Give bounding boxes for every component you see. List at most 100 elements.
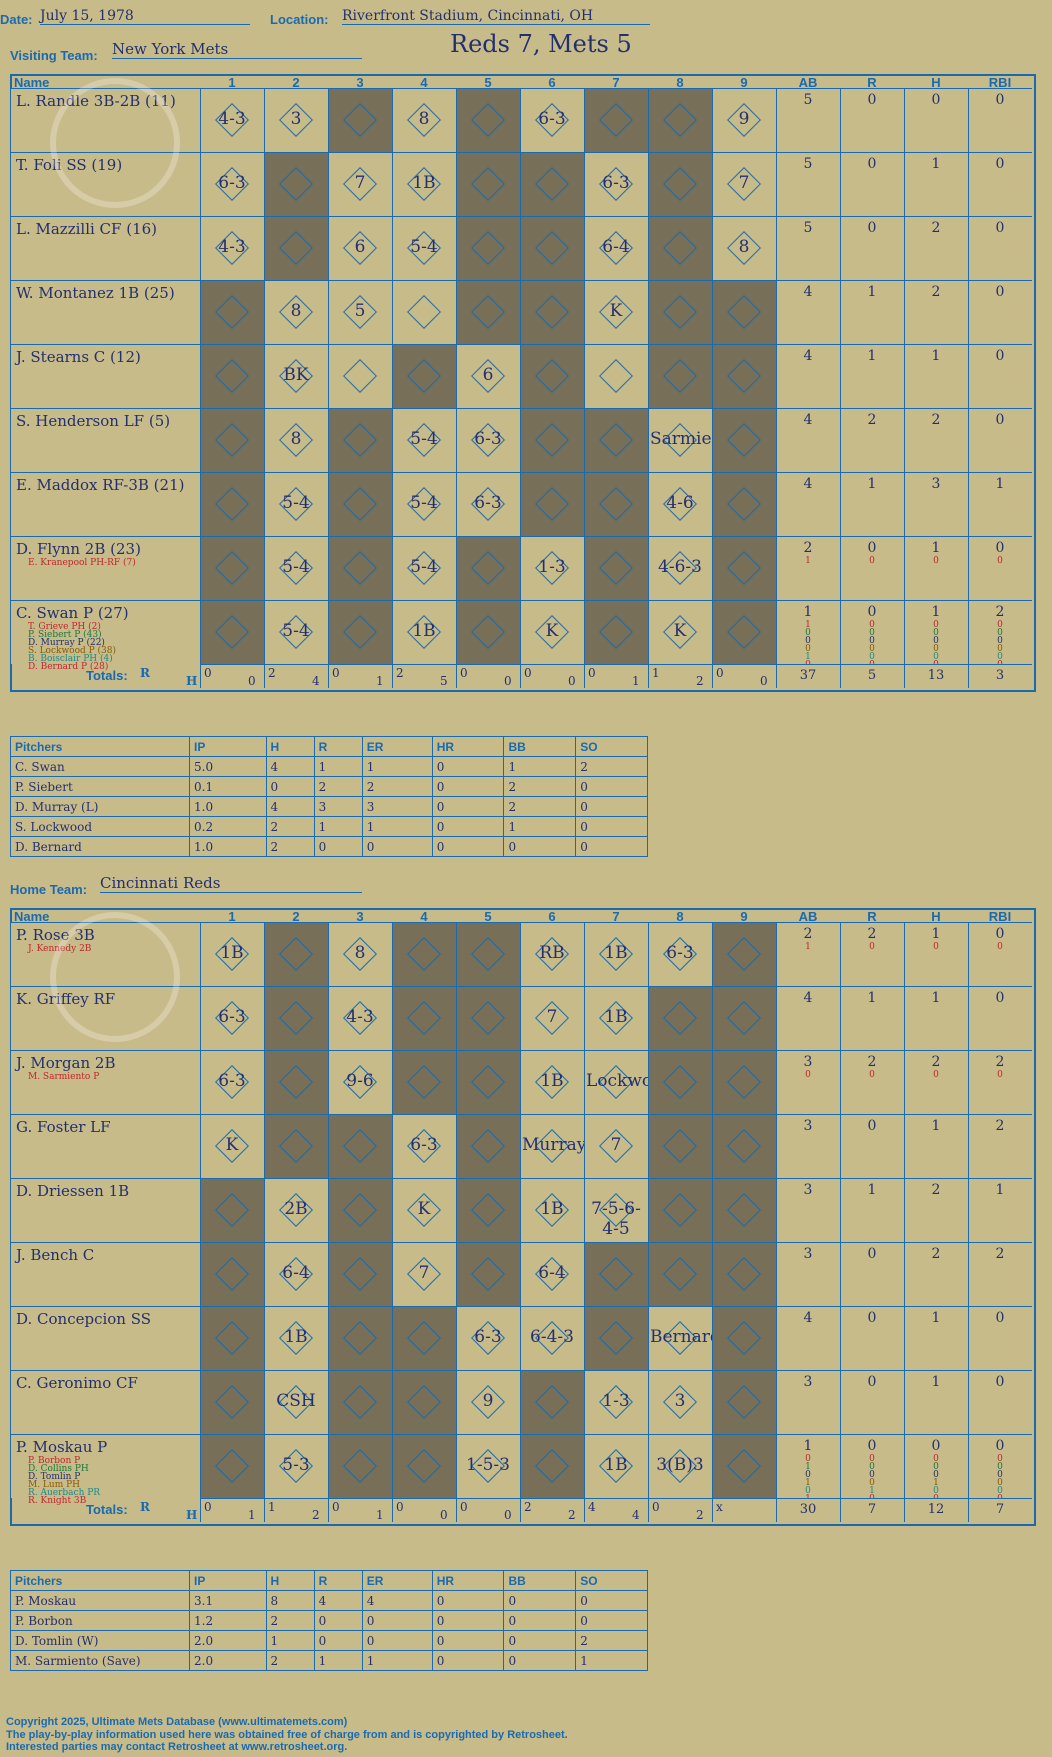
visiting-stat-ab: 4 [803,476,813,492]
visiting-stat-cell [904,152,968,216]
visiting-play-notation: 6-3 [474,493,502,513]
home-stat-cell [968,1242,1032,1306]
home-stat-cell [776,1242,840,1306]
visiting-stat-cell [840,280,904,344]
visiting-inning-cell [392,600,456,664]
visiting-stat-rbi: 0 [997,628,1003,638]
retrosheet-contact-line: Interested parties may contact Retroshee… [6,1741,348,1753]
visiting-inning-cell [264,152,328,216]
home-inning-cell [200,1242,264,1306]
visiting-stat-rbi: 0 [995,156,1005,172]
home-play-notation: 4-3 [346,1007,374,1027]
visiting-stat-r: 1 [867,476,877,492]
visiting-stat-ab: 1 [805,652,811,662]
home-stat-cell [904,1114,968,1178]
visiting-sub-player: S. Lockwood P (38) [28,646,117,656]
visiting-col-header: 3 [356,75,364,90]
visiting-pitcher-cell: 1 [503,756,577,777]
home-name-cell [10,1050,200,1114]
visiting-inning-runs: 1 [652,666,660,680]
visiting-inning-cell [712,408,776,472]
home-col-header: 3 [356,909,364,924]
home-inning-cell [328,986,392,1050]
home-play-notation: 6-4 [282,1263,310,1283]
visiting-inning-cell [456,536,520,600]
visiting-pitcher-cell: 0 [503,836,577,857]
home-inning-cell [456,1114,520,1178]
home-pitcher-cell: 2 [265,1610,315,1631]
visiting-inning-cell [200,88,264,152]
home-inning-cell [456,1242,520,1306]
home-stat-rbi: 0 [997,1070,1003,1080]
visiting-inning-runs: 0 [588,666,596,680]
home-stat-cell [776,1306,840,1370]
visiting-pitch-header: IP [189,736,267,757]
home-pitcher-cell: 0 [313,1610,363,1631]
visiting-stat-ab: 1 [805,620,811,630]
visiting-stat-rbi: 0 [995,284,1005,300]
visiting-play-notation: 5 [354,301,366,321]
home-stat-r: 1 [867,1182,877,1198]
visiting-inning-cell [584,344,648,408]
home-pitch-header: Pitchers [10,1570,190,1591]
home-stat-ab: 0 [805,1470,811,1480]
home-inning-total-cell [264,1498,328,1522]
home-col-header: 7 [612,909,620,924]
home-stat-r: 0 [867,1310,877,1326]
visiting-pitcher-cell: 1.0 [189,796,267,817]
visiting-pitcher-cell: S. Lockwood [10,816,190,837]
home-col-header: 8 [676,909,684,924]
visiting-sub-player: T. Grieve PH (2) [28,622,101,632]
home-player-name: G. Foster LF [16,1118,111,1136]
home-stat-ab: 1 [805,942,811,952]
visiting-inning-hits: 0 [248,674,256,688]
visiting-play-notation: 4-6-3 [658,557,702,577]
home-player-name: J. Bench C [16,1246,95,1264]
visiting-inning-runs: 0 [460,666,468,680]
home-pitcher-cell: 3.1 [189,1590,267,1611]
home-inning-cell [648,1178,712,1242]
home-stat-cell [904,986,968,1050]
visiting-inning-cell [584,88,648,152]
visiting-inning-cell [584,280,648,344]
home-play-notation: 1B [604,1007,628,1027]
home-stat-cell [968,1434,1032,1498]
visiting-stat-h: 0 [933,556,939,566]
home-stat-cell [776,922,840,986]
home-play-notation: 1B [540,1199,564,1219]
home-inning-cell [648,1434,712,1498]
visiting-stat-cell [904,600,968,664]
home-inning-cell [392,986,456,1050]
home-stat-rbi: 0 [995,1374,1005,1390]
home-pitching-table: Pitchers IP H R ER HR BB SO P. Moskau 3.1 8 4 4 0 0 0 P.… [10,1570,648,1671]
visiting-stat-h: 0 [933,628,939,638]
home-player-name: C. Geronimo CF [16,1374,138,1392]
visiting-inning-cell [264,408,328,472]
visiting-stat-ab: 0 [805,628,811,638]
visiting-stat-r: 0 [869,556,875,566]
visiting-stat-cell [840,600,904,664]
location-label: Location: [270,12,329,27]
home-col-header: RBI [988,909,1012,924]
visiting-stat-r: 0 [867,156,877,172]
home-stat-r: 0 [869,942,875,952]
home-stat-r: 0 [867,1118,877,1134]
home-pitch-header: BB [503,1570,577,1591]
visiting-inning-cell [712,344,776,408]
home-pitcher-cell: 0 [503,1590,577,1611]
visiting-play-notation: 5-4 [410,429,438,449]
home-stat-h: 0 [931,1438,941,1454]
home-stat-cell [776,986,840,1050]
visiting-stat-cell [776,152,840,216]
visiting-totals-label: Totals: [86,668,128,683]
home-stat-ab: 3 [803,1054,813,1070]
visiting-stat-ab: 4 [803,412,813,428]
home-stat-cell [840,1370,904,1434]
visiting-inning-hits: 4 [312,674,320,688]
home-pitcher-cell: 1 [265,1630,315,1651]
home-inning-cell [264,1114,328,1178]
visiting-inning-cell [584,152,648,216]
visiting-stat-cell [968,536,1032,600]
home-pitcher-cell: 4 [313,1590,363,1611]
visiting-stat-cell [840,472,904,536]
